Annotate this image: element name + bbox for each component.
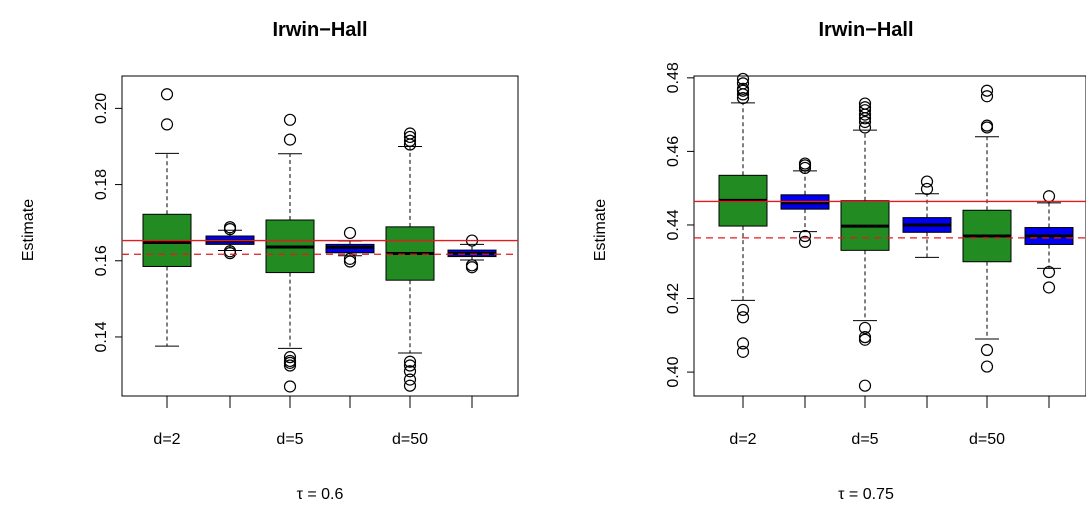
outlier-point	[798, 229, 812, 243]
outlier-point	[858, 115, 872, 129]
box-d5-blue	[902, 175, 952, 258]
outlier-point	[980, 360, 994, 373]
outlier-point	[403, 359, 417, 372]
y-tick-label: 0.42	[665, 283, 682, 314]
outlier-point	[858, 104, 872, 117]
y-tick-label: 0.44	[665, 209, 682, 240]
outlier-point	[403, 134, 417, 147]
outlier-point	[920, 182, 934, 196]
outlier-point	[1042, 265, 1056, 279]
box-d5-green	[840, 97, 890, 392]
outlier-point	[343, 226, 357, 240]
x-category-label: d=50	[969, 431, 1005, 448]
box-d50-green	[962, 84, 1012, 373]
x-axis-label: τ = 0.75	[838, 486, 894, 503]
x-category-label: d=5	[276, 431, 303, 448]
outlier-point	[283, 351, 297, 364]
outlier-point	[403, 365, 417, 378]
y-tick-label: 0.16	[93, 245, 110, 276]
box-d50-blue	[447, 234, 497, 274]
outlier-point	[858, 97, 872, 110]
y-tick-label: 0.48	[665, 62, 682, 93]
box-d2-green	[718, 72, 768, 358]
y-tick-label: 0.46	[665, 136, 682, 167]
plot-frame	[121, 75, 519, 397]
outlier-point	[223, 221, 237, 234]
box-d5-green	[265, 113, 315, 393]
outlier-point	[223, 245, 237, 258]
y-tick-label: 0.14	[93, 321, 110, 352]
outlier-point	[283, 133, 297, 146]
outlier-point	[858, 121, 872, 134]
x-axis-label: τ = 0.6	[297, 486, 344, 503]
outlier-point	[980, 119, 994, 132]
outlier-point	[980, 84, 994, 97]
plot-area: 0.14 0.16 0.18 0.20 d=2 d=5 d=50	[93, 75, 519, 448]
x-category-label: d=50	[392, 431, 428, 448]
plot-frame	[693, 75, 1086, 397]
outlier-point	[1042, 281, 1056, 294]
outlier-point	[160, 88, 174, 101]
box-d50-green	[385, 127, 435, 392]
outlier-point	[403, 355, 417, 368]
outlier-point	[920, 175, 934, 188]
outlier-point	[283, 113, 297, 126]
chart-title: Irwin−Hall	[272, 19, 367, 41]
outlier-point	[980, 90, 994, 103]
outlier-point	[858, 321, 872, 335]
outlier-point	[736, 303, 750, 317]
outlier-point	[403, 127, 417, 140]
box-d2-green	[142, 88, 192, 347]
outlier-point	[343, 252, 357, 265]
x-category-label: d=2	[153, 431, 180, 448]
x-category-label: d=2	[729, 431, 756, 448]
boxplot-panel-tau-0-75: Irwin−Hall Estimate τ = 0.75 0.400.420.4…	[592, 19, 1086, 503]
outlier-point	[798, 157, 812, 170]
box-d5-blue	[325, 226, 375, 268]
plot-area: 0.40 0.42 0.44 0.46 0.48 d=2 d=5 d=50	[665, 62, 1086, 448]
outlier-point	[736, 72, 750, 86]
chart-title: Irwin−Hall	[818, 19, 913, 41]
outlier-point	[858, 101, 872, 114]
outlier-point	[1042, 190, 1056, 203]
y-tick-label: 0.18	[93, 169, 110, 200]
outlier-point	[160, 118, 174, 131]
outlier-point	[736, 82, 750, 95]
outlier-point	[283, 380, 297, 393]
x-category-label: d=5	[851, 431, 878, 448]
outlier-point	[798, 235, 812, 248]
box-d50-blue	[1024, 190, 1074, 294]
outlier-point	[736, 77, 750, 90]
outlier-point	[980, 343, 994, 357]
boxplot-panel-tau-0-6: Irwin−Hall Estimate τ = 0.6 0.14 0.16 0.18…	[20, 19, 519, 503]
outlier-point	[403, 373, 417, 386]
y-axis-label: Estimate	[592, 199, 609, 261]
outlier-point	[736, 311, 750, 324]
outlier-point	[858, 379, 872, 392]
outlier-point	[736, 345, 750, 358]
outlier-point	[403, 379, 417, 392]
box-d2-blue	[780, 157, 830, 248]
y-tick-label: 0.20	[93, 93, 110, 124]
outlier-point	[736, 337, 750, 350]
y-tick-label: 0.40	[665, 356, 682, 387]
outlier-point	[283, 359, 297, 372]
outlier-point	[283, 356, 297, 369]
outlier-point	[736, 91, 750, 105]
outlier-point	[858, 333, 872, 346]
outlier-point	[343, 255, 357, 268]
y-axis-label: Estimate	[20, 199, 37, 261]
outlier-point	[403, 130, 417, 144]
outlier-point	[465, 259, 479, 272]
